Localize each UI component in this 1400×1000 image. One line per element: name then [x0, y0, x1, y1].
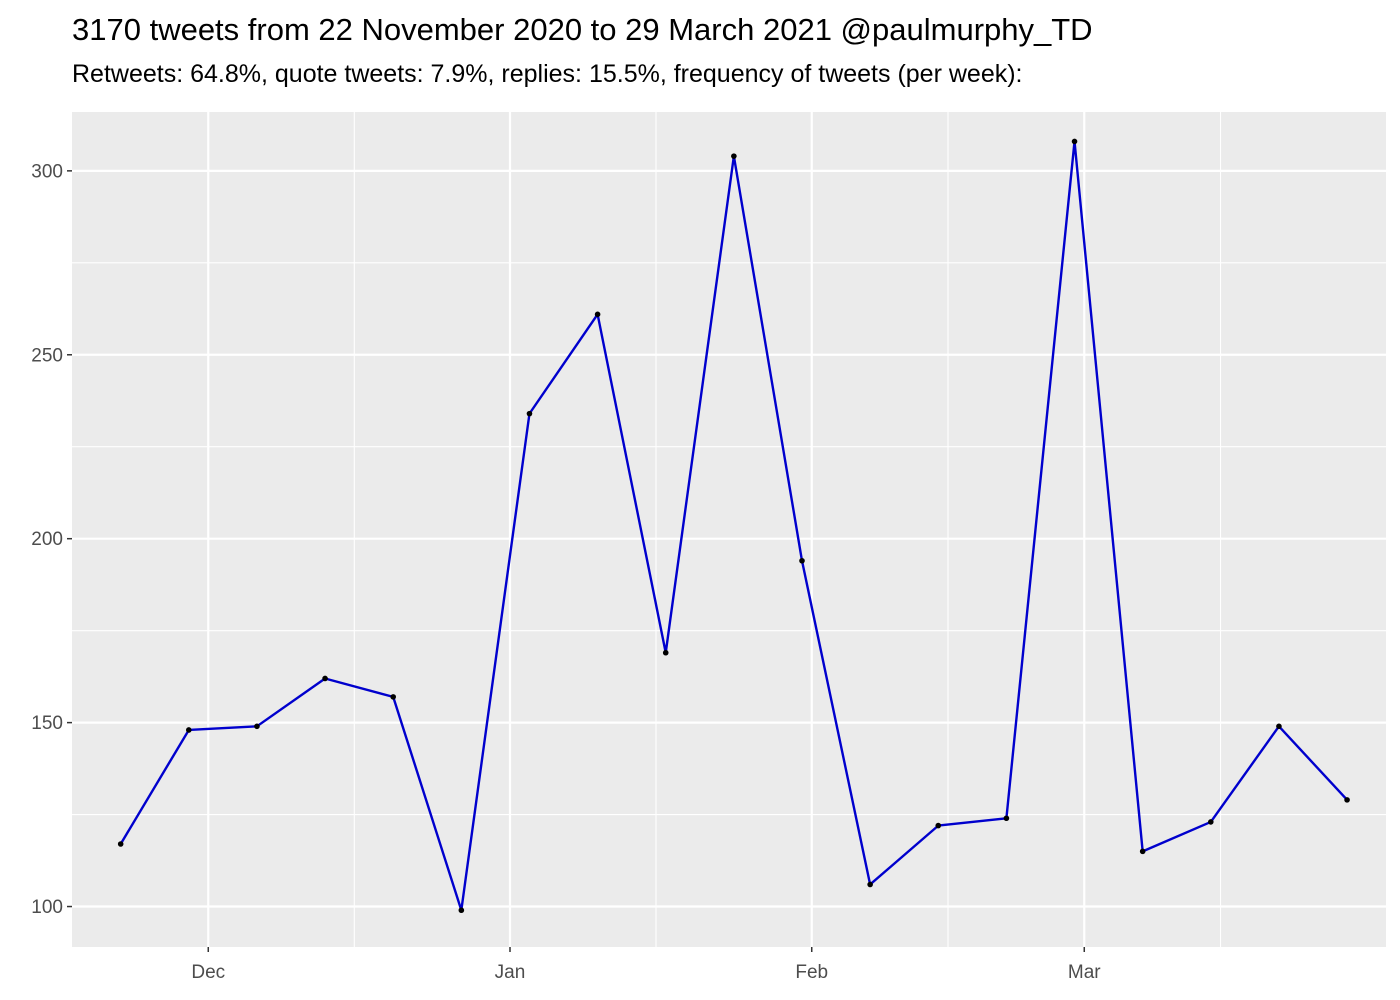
data-point [731, 153, 737, 159]
data-point [799, 557, 805, 564]
y-axis: 100 150 200 250 300 [31, 161, 72, 918]
x-tick-label: Mar [1068, 962, 1101, 983]
data-point [1003, 815, 1010, 822]
data-point [322, 675, 328, 682]
data-point [390, 694, 397, 700]
y-tick-label: 100 [31, 897, 63, 918]
data-point [526, 410, 533, 417]
x-tick-label: Jan [495, 962, 526, 983]
data-point [1344, 797, 1350, 803]
data-point [458, 907, 465, 914]
chart-title: 3170 tweets from 22 November 2020 to 29 … [72, 12, 1093, 47]
y-tick-label: 300 [31, 161, 63, 182]
plot-panel [72, 112, 1386, 947]
data-point [186, 727, 192, 733]
y-tick-label: 250 [31, 345, 63, 366]
x-axis: Dec Jan Feb Mar [191, 947, 1101, 983]
data-point [867, 881, 873, 888]
data-point [662, 649, 669, 656]
data-point [1071, 138, 1078, 145]
data-point [935, 822, 942, 829]
major-gridlines [72, 112, 1386, 947]
y-tick-label: 200 [31, 529, 63, 550]
y-tick-label: 150 [31, 713, 63, 734]
data-point [594, 311, 601, 318]
x-tick-label: Dec [191, 962, 225, 983]
data-point [1276, 723, 1282, 730]
x-tick-label: Feb [795, 962, 828, 983]
data-points [117, 138, 1350, 914]
data-point [1208, 819, 1214, 825]
chart-subtitle: Retweets: 64.8%, quote tweets: 7.9%, rep… [72, 60, 1023, 88]
data-point [254, 723, 260, 730]
data-point [1139, 848, 1146, 855]
data-point [117, 841, 124, 847]
